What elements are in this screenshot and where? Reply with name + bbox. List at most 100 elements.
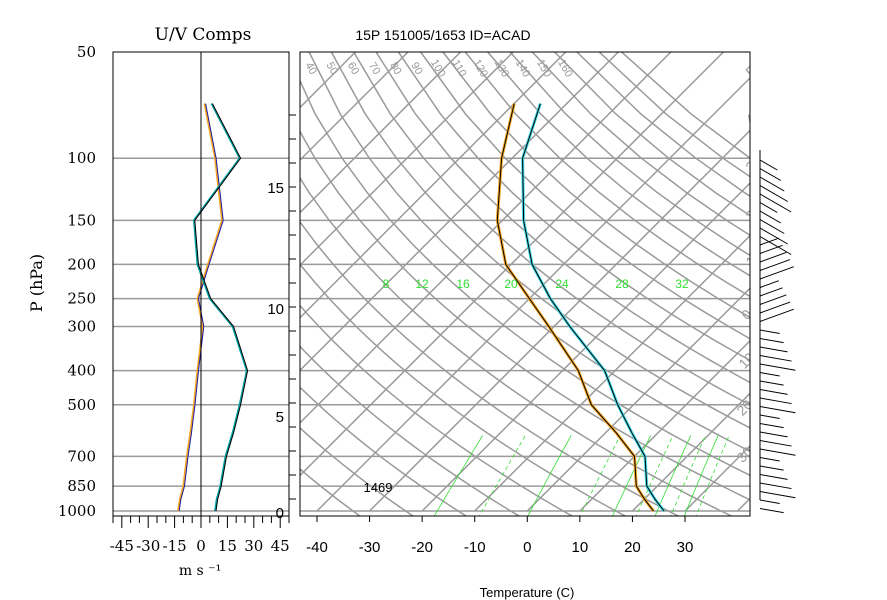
- mixing-ratio-line: [654, 435, 692, 516]
- potential-temp-label: 160: [555, 58, 575, 80]
- height-tick-label: 0: [276, 505, 284, 522]
- wind-barb: [759, 363, 796, 371]
- wind-barb: [759, 431, 788, 438]
- right-isotherm-label: 40: [742, 105, 764, 127]
- isotherm-line: [300, 52, 672, 424]
- uv-pressure-tick-label: 200: [67, 255, 96, 273]
- wind-barb: [759, 406, 796, 414]
- dry-adiabat-line: [375, 52, 750, 384]
- wind-barb: [759, 266, 794, 280]
- mixing-ratio-line: [670, 435, 706, 516]
- mixing-ratio-line: [695, 435, 730, 516]
- wind-barb: [759, 338, 784, 344]
- uv-x-tick-label: 15: [218, 537, 237, 555]
- wind-barb: [759, 380, 784, 386]
- height-tick-label: 15: [267, 180, 284, 197]
- uv-x-tick-label: 0: [196, 537, 206, 555]
- wind-barb: [759, 202, 778, 213]
- skewt-x-label: Temperature (C): [480, 585, 575, 600]
- wind-barb: [759, 397, 792, 405]
- dry-adiabat-line: [308, 52, 750, 453]
- uv-x-tick-label: -30: [136, 537, 160, 555]
- uv-pressure-tick-label: 1000: [58, 502, 96, 520]
- temperature-tick-label: -40: [306, 539, 328, 556]
- isotherm-line: [300, 52, 462, 214]
- potential-temp-label: 140: [513, 58, 533, 80]
- dry-adiabat-line: [531, 52, 750, 237]
- mixing-ratio-label: 8: [383, 277, 390, 291]
- station-height-label: 1469: [364, 480, 393, 495]
- temperature-tick-label: -10: [464, 539, 486, 556]
- wind-barb: [759, 474, 788, 480]
- potential-temp-label: 120: [470, 58, 490, 80]
- wind-barb: [759, 457, 780, 462]
- potential-temp-label: 50: [324, 60, 341, 77]
- dry-adiabat-line: [300, 386, 468, 516]
- wind-barb: [759, 440, 792, 447]
- mixing-ratio-label: 28: [615, 277, 629, 291]
- dry-adiabat-line: [464, 52, 750, 298]
- wind-barb: [759, 193, 792, 213]
- wind-barb: [759, 176, 785, 192]
- dry-adiabat-line: [300, 468, 362, 516]
- wind-barb: [759, 236, 792, 255]
- isotherm-line: [300, 52, 619, 372]
- potential-temp-label: 150: [534, 58, 554, 80]
- mixing-ratio-lines: [433, 435, 730, 516]
- potential-temp-label: 40: [302, 60, 319, 77]
- wind-barb: [759, 280, 779, 288]
- uv-y-label: P (hPa): [27, 254, 46, 312]
- isotherm-line: [369, 129, 750, 512]
- potential-temp-label: 90: [408, 60, 425, 77]
- wind-barb: [759, 244, 783, 254]
- isotherm-line: [300, 52, 724, 477]
- wind-barb: [759, 329, 780, 334]
- potential-temp-label: 60: [345, 60, 362, 77]
- wind-barb: [759, 301, 791, 314]
- uv-x-tick-label: -15: [163, 537, 187, 555]
- wind-barb: [759, 508, 784, 514]
- mixing-ratio-label: 32: [675, 277, 689, 291]
- wind-barb: [759, 389, 788, 395]
- wind-barb: [759, 168, 782, 181]
- temperature-tick-label: -30: [359, 539, 381, 556]
- wind-barb: [759, 423, 784, 429]
- wind-barb: [759, 210, 782, 224]
- profiles: [495, 103, 666, 512]
- uv-x-tick-label: 45: [271, 537, 290, 555]
- wind-barb: [759, 346, 788, 353]
- wind-barb: [759, 414, 780, 419]
- wind-barb: [759, 308, 794, 322]
- uv-x-tick-label: -45: [110, 537, 134, 555]
- right-isotherm-label: 10: [742, 247, 764, 269]
- dry-adiabat-line: [353, 52, 750, 406]
- dry-adiabat-line: [300, 130, 750, 501]
- right-isotherm-label: 20: [733, 396, 755, 418]
- height-tick-label: 5: [276, 409, 284, 426]
- dry-adiabat-line: [300, 426, 415, 516]
- uv-pressure-tick-label: 500: [67, 396, 96, 414]
- mixing-ratio-line: [683, 435, 719, 516]
- isotherms: [300, 52, 750, 512]
- uv-lines: [177, 103, 249, 512]
- height-tick-label: 10: [267, 301, 284, 318]
- wind-barb: [759, 159, 778, 171]
- wind-barb: [759, 227, 788, 245]
- dry-adiabat-line: [420, 52, 750, 340]
- dry-adiabat-line: [300, 176, 733, 516]
- mixing-ratio-line: [579, 435, 621, 516]
- wind-barb: [759, 259, 791, 271]
- mixing-ratio-label: 20: [504, 277, 518, 291]
- wind-barb: [759, 287, 783, 297]
- wind-barb: [759, 185, 788, 202]
- mixing-ratio-line: [635, 435, 674, 516]
- mixing-ratio-line: [433, 435, 484, 516]
- temperature-tick-label: 0: [523, 539, 531, 556]
- isotherm-line: [316, 76, 750, 512]
- uv-x-tick-label: 30: [244, 537, 263, 555]
- isobars: [300, 157, 750, 512]
- mixing-ratio-label: 24: [555, 277, 569, 291]
